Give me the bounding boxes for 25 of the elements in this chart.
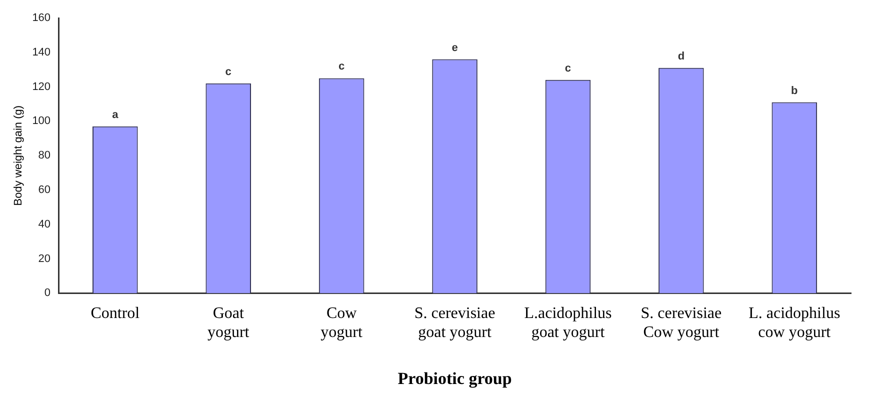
- x-tick-label: Control: [90, 305, 140, 322]
- annotation: d: [678, 50, 685, 62]
- y-tick-label: 60: [38, 184, 51, 196]
- x-tick-label: L. acidophilus cow yogurt: [748, 305, 840, 342]
- y-tick-label: 140: [32, 46, 51, 58]
- x-tick-label: S. cerevisiae goat yogurt: [414, 305, 496, 342]
- annotation: e: [452, 42, 458, 54]
- y-tick-label: 100: [32, 115, 51, 128]
- x-tick-label: L.acidophilus goat yogurt: [524, 305, 612, 342]
- x-tick-label: Goat yogurt: [207, 305, 250, 342]
- y-axis-title: Body weight gain (g): [12, 105, 25, 206]
- y-tick-label: 120: [32, 80, 51, 93]
- y-tick-label: 0: [44, 287, 51, 300]
- y-tick-label: 40: [38, 218, 51, 230]
- annotation: b: [791, 84, 798, 97]
- x-tick-label: Cow yogurt: [320, 305, 364, 342]
- x-axis-title: Probiotic group: [398, 369, 512, 388]
- y-tick-label: 20: [38, 252, 51, 265]
- annotation: c: [564, 62, 572, 74]
- y-tick-label: 160: [32, 12, 51, 24]
- x-tick-label: S. cerevisiae Cow yogurt: [640, 305, 722, 342]
- annotation: c: [338, 60, 345, 73]
- y-tick-label: 80: [38, 150, 51, 162]
- annotation: a: [112, 108, 120, 121]
- annotation: c: [225, 66, 232, 78]
